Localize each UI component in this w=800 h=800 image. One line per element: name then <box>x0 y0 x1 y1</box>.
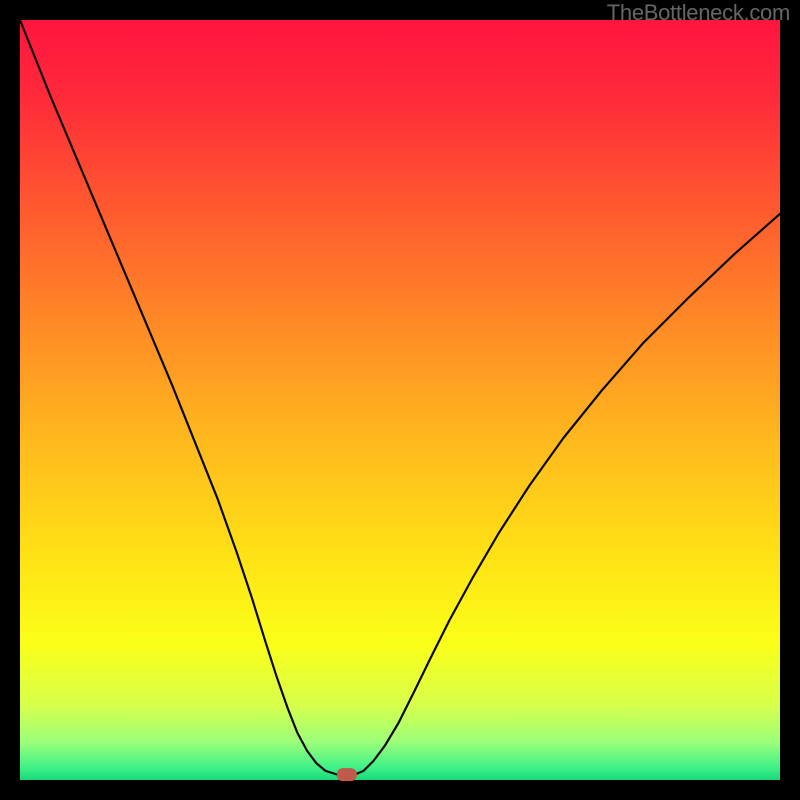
plot-background <box>20 20 780 780</box>
chart-container: TheBottleneck.com <box>0 0 800 800</box>
watermark-text: TheBottleneck.com <box>607 0 790 26</box>
optimum-marker <box>337 768 357 781</box>
bottleneck-chart-svg <box>0 0 800 800</box>
